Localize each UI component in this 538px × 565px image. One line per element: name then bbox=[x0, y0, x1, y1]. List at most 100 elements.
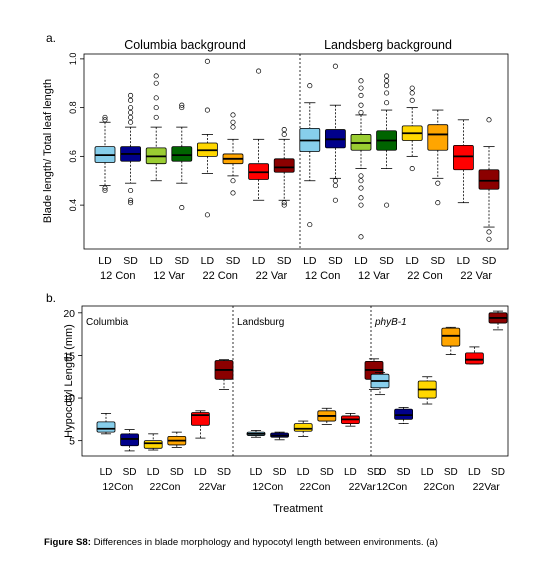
b-category-label: LD bbox=[344, 467, 357, 478]
outlier-point bbox=[102, 187, 108, 194]
outlier-point bbox=[153, 95, 159, 101]
box-iqr bbox=[273, 158, 295, 173]
a-category-label: SD bbox=[328, 255, 343, 267]
panel-a-title-columbia: Columbia background bbox=[124, 38, 246, 52]
outlier-point bbox=[230, 112, 236, 118]
outlier-point bbox=[102, 117, 108, 123]
box-iqr bbox=[464, 352, 484, 365]
a-box-16 bbox=[478, 117, 500, 242]
outlier-point bbox=[435, 200, 441, 206]
outlier-point bbox=[204, 107, 210, 113]
panel-b-boxes bbox=[96, 310, 508, 452]
panel-a-boxes bbox=[94, 58, 500, 242]
outlier-point bbox=[204, 58, 210, 64]
outlier-point bbox=[128, 109, 134, 116]
b-group-label: 22Var bbox=[349, 481, 377, 493]
b-group-label: 12Con bbox=[252, 481, 283, 493]
outlier-point bbox=[128, 105, 134, 111]
a-ytick-label: 1.0 bbox=[68, 53, 78, 66]
b-box-2 bbox=[120, 429, 139, 452]
box-iqr bbox=[96, 421, 116, 433]
panel-a-x-labels: LD SD LD SD LD SD LD SD 12 Con 12 Var 22 Con 22 Var… bbox=[98, 255, 496, 282]
b-category-label: LD bbox=[297, 467, 310, 478]
box-iqr bbox=[143, 440, 163, 449]
a-group-label: 22 Var bbox=[460, 270, 492, 282]
b-box-18 bbox=[488, 310, 508, 331]
b-group-label: 22Con bbox=[300, 481, 331, 493]
b-group-label: 22Var bbox=[473, 481, 501, 493]
panel-b-ylabel: Hypocotyl Length (mm) bbox=[63, 324, 75, 438]
outlier-point bbox=[128, 97, 134, 103]
a-category-label: LD bbox=[354, 255, 368, 267]
outlier-point bbox=[153, 73, 159, 79]
outlier-point bbox=[332, 178, 338, 184]
box-iqr bbox=[441, 327, 461, 347]
outlier-point bbox=[384, 73, 390, 79]
b-box-8 bbox=[270, 431, 290, 441]
panel-a-title-landsberg: Landsberg background bbox=[324, 38, 452, 52]
outlier-point bbox=[358, 78, 364, 84]
outlier-point bbox=[102, 185, 108, 191]
outlier-point bbox=[230, 190, 236, 196]
a-category-label: LD bbox=[201, 255, 215, 267]
b-ytick-label: 5 bbox=[69, 436, 75, 448]
outlier-point bbox=[332, 63, 338, 69]
a-box-1 bbox=[94, 114, 116, 194]
outlier-point bbox=[102, 114, 108, 120]
b-box-17 bbox=[464, 346, 484, 365]
outlier-point bbox=[358, 195, 364, 201]
a-category-label: SD bbox=[175, 255, 190, 267]
panel-b: b. Hypocotyl Length (mm) Columbia Landsb… bbox=[46, 291, 509, 515]
outlier-point bbox=[358, 109, 364, 116]
outlier-point bbox=[179, 205, 185, 211]
panel-a-label: a. bbox=[46, 31, 56, 45]
a-ytick-label: 0.4 bbox=[68, 199, 78, 212]
b-box-16 bbox=[441, 326, 461, 355]
a-box-10 bbox=[324, 63, 346, 203]
outlier-point bbox=[128, 119, 134, 125]
b-box-14 bbox=[394, 407, 414, 425]
b-box-9 bbox=[293, 420, 313, 437]
a-group-label: 12 Var bbox=[153, 270, 185, 282]
outlier-point bbox=[486, 117, 492, 123]
a-category-label: SD bbox=[226, 255, 241, 267]
outlier-point bbox=[384, 83, 390, 89]
panel-a: a. Columbia background Landsberg backgro… bbox=[42, 31, 509, 282]
b-ytick-label: 10 bbox=[63, 393, 75, 405]
b-category-label: LD bbox=[147, 467, 160, 478]
b-ytick-label: 15 bbox=[63, 350, 75, 362]
b-category-label: LD bbox=[250, 467, 263, 478]
a-category-label: LD bbox=[149, 255, 163, 267]
outlier-point bbox=[332, 183, 338, 189]
b-group-label: 12Con bbox=[376, 481, 407, 493]
outlier-point bbox=[281, 200, 287, 206]
box-iqr bbox=[452, 145, 474, 171]
a-category-label: LD bbox=[303, 255, 317, 267]
outlier-point bbox=[358, 202, 364, 208]
outlier-point bbox=[435, 180, 441, 186]
panel-b-title-landsburg: Landsburg bbox=[237, 317, 284, 328]
outlier-point bbox=[409, 97, 415, 103]
a-box-12 bbox=[376, 73, 398, 208]
b-box-10 bbox=[317, 407, 337, 425]
a-category-label: LD bbox=[405, 255, 419, 267]
outlier-point bbox=[230, 124, 236, 130]
a-box-15 bbox=[452, 119, 474, 204]
a-group-label: 12 Con bbox=[305, 270, 340, 282]
outlier-point bbox=[358, 92, 364, 98]
a-box-14 bbox=[427, 109, 449, 206]
b-category-label: LD bbox=[100, 467, 113, 478]
b-category-label: LD bbox=[374, 467, 387, 478]
b-category-label: SD bbox=[273, 467, 287, 478]
outlier-point bbox=[281, 131, 287, 137]
outlier-point bbox=[384, 78, 390, 84]
outlier-point bbox=[128, 197, 134, 203]
outlier-point bbox=[358, 185, 364, 191]
outlier-point bbox=[358, 178, 364, 184]
b-group-label: 12Con bbox=[102, 481, 133, 493]
outlier-point bbox=[486, 236, 492, 242]
a-category-label: SD bbox=[379, 255, 394, 267]
outlier-point bbox=[281, 202, 287, 208]
b-box-7 bbox=[246, 430, 266, 438]
